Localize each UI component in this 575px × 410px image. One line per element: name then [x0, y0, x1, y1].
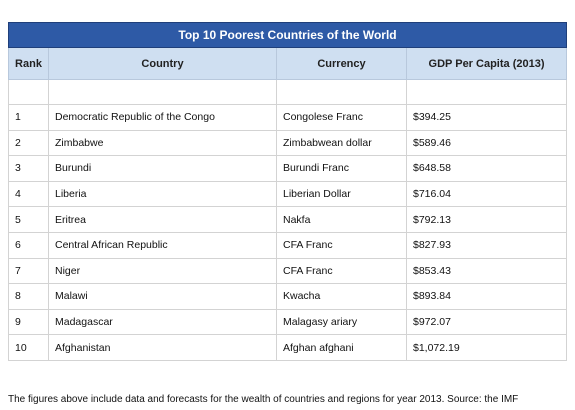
cell-currency: Nakfa [276, 206, 407, 233]
cell-country: Afghanistan [48, 334, 277, 361]
table-row: 8 Malawi Kwacha $893.84 [8, 283, 568, 310]
table-row: 5 Eritrea Nakfa $792.13 [8, 206, 568, 233]
header-rank: Rank [8, 47, 49, 80]
cell-currency: Burundi Franc [276, 155, 407, 182]
cell-gdp: $972.07 [405, 308, 568, 336]
table-row: 9 Madagascar Malagasy ariary $972.07 [8, 308, 568, 336]
cell-currency: Malagasy ariary [276, 308, 407, 336]
cell-currency: Congolese Franc [276, 104, 407, 131]
cell-country: Zimbabwe [48, 129, 277, 157]
table-row: 3 Burundi Burundi Franc $648.58 [8, 155, 568, 182]
cell-currency: CFA Franc [276, 257, 407, 285]
cell-gdp: $893.84 [405, 283, 568, 310]
blank-row [8, 79, 568, 105]
cell-gdp: $716.04 [405, 180, 568, 208]
cell-rank: 6 [8, 231, 49, 259]
cell-currency: Kwacha [276, 283, 407, 310]
header-country: Country [48, 47, 277, 80]
cell-rank: 5 [8, 206, 49, 233]
blank-cell [48, 79, 277, 105]
cell-gdp: $827.93 [405, 231, 568, 259]
cell-country: Liberia [48, 180, 277, 208]
cell-rank: 3 [8, 155, 49, 182]
table-row: 1 Democratic Republic of the Congo Congole… [8, 104, 568, 131]
table-row: 4 Liberia Liberian Dollar $716.04 [8, 180, 568, 208]
cell-currency: CFA Franc [276, 231, 407, 259]
cell-country: Malawi [48, 283, 277, 310]
header-currency: Currency [276, 47, 407, 80]
header-gdp: GDP Per Capita (2013) [405, 47, 568, 80]
cell-gdp: $394.25 [405, 104, 568, 131]
table-row: 6 Central African Republic CFA Franc $827.9… [8, 231, 568, 259]
blank-cell [405, 79, 568, 105]
cell-country: Niger [48, 257, 277, 285]
table-header-row: Rank Country Currency GDP Per Capita (20… [8, 47, 568, 80]
cell-country: Burundi [48, 155, 277, 182]
cell-gdp: $1,072.19 [405, 334, 568, 361]
table-row: 10 Afghanistan Afghan afghani $1,072.19 [8, 334, 568, 361]
cell-rank: 8 [8, 283, 49, 310]
cell-currency: Zimbabwean dollar [276, 129, 407, 157]
cell-gdp: $589.46 [405, 129, 568, 157]
poorest-countries-table: Top 10 Poorest Countries of the World Ra… [7, 22, 568, 361]
cell-rank: 4 [8, 180, 49, 208]
cell-rank: 1 [8, 104, 49, 131]
footnote-source: The figures above include data and forec… [8, 394, 519, 405]
table-title: Top 10 Poorest Countries of the World [7, 22, 568, 48]
blank-cell [8, 79, 49, 105]
cell-rank: 2 [8, 129, 49, 157]
cell-country: Democratic Republic of the Congo [48, 104, 277, 131]
cell-country: Eritrea [48, 206, 277, 233]
table-row: 2 Zimbabwe Zimbabwean dollar $589.46 [8, 129, 568, 157]
cell-gdp: $792.13 [405, 206, 568, 233]
cell-gdp: $853.43 [405, 257, 568, 285]
cell-gdp: $648.58 [405, 155, 568, 182]
poorest-countries-table-container: Top 10 Poorest Countries of the World Ra… [7, 22, 568, 361]
cell-country: Central African Republic [48, 231, 277, 259]
cell-rank: 7 [8, 257, 49, 285]
blank-cell [276, 79, 407, 105]
table-title-row: Top 10 Poorest Countries of the World [7, 22, 568, 48]
table-row: 7 Niger CFA Franc $853.43 [8, 257, 568, 285]
cell-currency: Afghan afghani [276, 334, 407, 361]
cell-country: Madagascar [48, 308, 277, 336]
cell-rank: 10 [8, 334, 49, 361]
cell-rank: 9 [8, 308, 49, 336]
cell-currency: Liberian Dollar [276, 180, 407, 208]
